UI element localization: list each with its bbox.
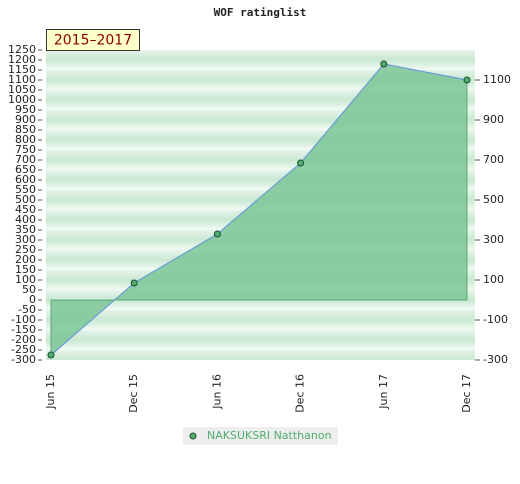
y-tick-label: 450 [15, 203, 36, 216]
y-tick-label: 200 [15, 253, 36, 266]
y-tick-label: -300 [11, 353, 36, 366]
y-tick-label: 1050 [8, 83, 36, 96]
annotation-box [46, 29, 140, 51]
y2-tick-label: 300 [483, 233, 504, 246]
y-tick-label: 950 [15, 103, 36, 116]
annotation: 2015–2017 [54, 33, 132, 49]
y-tick-label: 650 [15, 163, 36, 176]
x-tick-label: Dec 15 [127, 374, 140, 413]
line [50, 63, 468, 356]
y-tick-label: 550 [15, 183, 36, 196]
y-tick-label: 0 [29, 293, 36, 306]
y-tick-label: 500 [15, 193, 36, 206]
y2-tick-label: -100 [483, 313, 508, 326]
y-tick-label: 300 [15, 233, 36, 246]
marker [47, 351, 55, 359]
y2-tick-label: 100 [483, 273, 504, 286]
y2-tick-label: 700 [483, 153, 504, 166]
marker [380, 60, 388, 68]
y-tick-label: 400 [15, 213, 36, 226]
y-tick-label: 1100 [8, 73, 36, 86]
marker [213, 230, 221, 238]
x-tick-label: Jun 17 [377, 374, 390, 410]
y-tick-label: 850 [15, 123, 36, 136]
y-tick-label: 150 [15, 263, 36, 276]
y-tick-label: 1150 [8, 63, 36, 76]
legend-box [183, 427, 338, 445]
x-tick-label: Jun 16 [210, 374, 223, 410]
y-tick-label: 900 [15, 113, 36, 126]
legend-marker [189, 432, 197, 440]
x-tick-label: Dec 17 [460, 374, 473, 413]
y-tick-label: 800 [15, 133, 36, 146]
y-tick-label: 1200 [8, 53, 36, 66]
y-tick-label: -150 [11, 323, 36, 336]
marker [130, 279, 138, 287]
y-tick-label: -250 [11, 343, 36, 356]
marker [297, 159, 305, 167]
y-tick-label: 250 [15, 243, 36, 256]
y2-tick-label: 900 [483, 113, 504, 126]
y-tick-label: 700 [15, 153, 36, 166]
marker [463, 76, 471, 84]
y2-tick-label: 1100 [483, 73, 511, 86]
y-tick-label: 750 [15, 143, 36, 156]
x-tick-label: Jun 15 [44, 374, 57, 410]
y-tick-label: -50 [18, 303, 36, 316]
y-tick-label: 1250 [8, 43, 36, 56]
chart-title: WOF ratinglist [214, 6, 307, 19]
y-tick-label: 100 [15, 273, 36, 286]
y2-tick-label: -300 [483, 353, 508, 366]
y-tick-label: 600 [15, 173, 36, 186]
legend-label: NAKSUKSRI Natthanon [207, 429, 332, 442]
y-tick-label: -200 [11, 333, 36, 346]
y2-tick-label: 500 [483, 193, 504, 206]
y-tick-label: -100 [11, 313, 36, 326]
y-tick-label: 50 [22, 283, 36, 296]
x-tick-label: Dec 16 [294, 374, 307, 413]
y-tick-label: 350 [15, 223, 36, 236]
y-tick-label: 1000 [8, 93, 36, 106]
